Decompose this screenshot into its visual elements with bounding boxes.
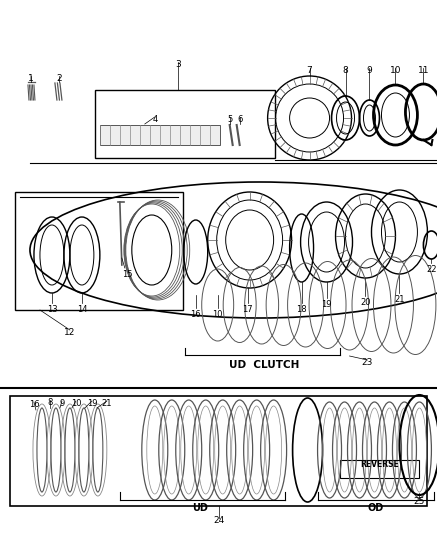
Text: 11: 11 [418,66,429,75]
Text: 1: 1 [28,74,34,83]
Text: 6: 6 [237,115,242,124]
Text: 12: 12 [64,328,76,337]
Text: 22: 22 [426,265,437,274]
Bar [100,125,220,145]
Bar [95,90,275,158]
Bar [15,192,183,310]
Text: 8: 8 [47,398,53,407]
Text: REVERSE: REVERSE [360,460,399,469]
Text: 10: 10 [390,66,401,75]
Text: 9: 9 [59,399,64,408]
Text: 15: 15 [123,270,133,279]
Text: UD  CLUTCH: UD CLUTCH [230,360,300,370]
Text: 5: 5 [227,115,232,124]
Text: 14: 14 [77,305,87,314]
Text: 9: 9 [367,66,372,75]
Text: OD: OD [367,503,384,513]
Text: 8: 8 [343,66,348,75]
Text: 3: 3 [175,60,180,69]
Text: 23: 23 [362,358,373,367]
Text: 25: 25 [414,497,425,506]
Bar [10,396,427,506]
Text: 16: 16 [28,400,39,409]
Text: 10: 10 [71,399,81,408]
Text: 24: 24 [213,516,224,525]
Text: 13: 13 [46,305,57,314]
Text: 2: 2 [56,74,62,83]
Text: 4: 4 [152,115,157,124]
Text: 17: 17 [242,305,253,314]
Text: 7: 7 [307,66,312,75]
Text: 19: 19 [87,399,97,408]
Text: 19: 19 [321,300,332,309]
Text: 20: 20 [360,298,371,307]
Bar [339,460,420,478]
Text: 21: 21 [102,399,112,408]
Text: UD: UD [192,503,208,513]
Text: 21: 21 [394,295,405,304]
Text: 18: 18 [296,305,307,314]
Text: 16: 16 [191,310,201,319]
Text: 10: 10 [212,310,223,319]
